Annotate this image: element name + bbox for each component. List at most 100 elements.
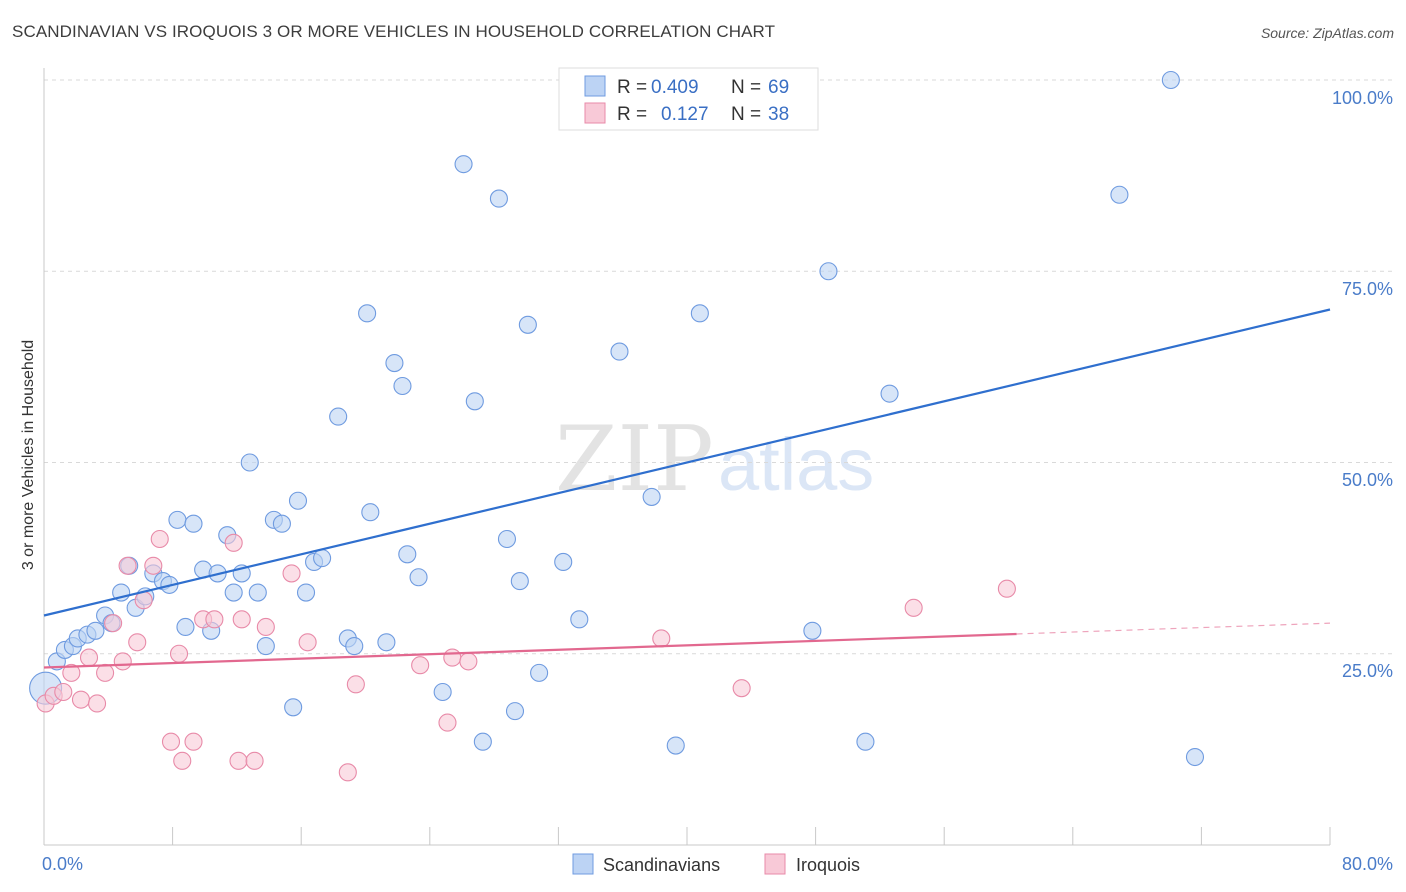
point-scandinavians xyxy=(454,155,473,174)
point-scandinavians xyxy=(465,392,484,411)
point-scandinavians xyxy=(690,304,709,323)
y-axis-title: 3 or more Vehicles in Household xyxy=(20,340,37,570)
point-iroquois xyxy=(997,579,1016,598)
y-tick-label-75: 75.0% xyxy=(1342,279,1393,299)
bottom-legend-label-scandinavians: Scandinavians xyxy=(603,855,720,875)
point-scandinavians xyxy=(856,732,875,751)
trendline-scandinavians xyxy=(43,308,1331,617)
point-iroquois xyxy=(118,556,137,575)
point-iroquois xyxy=(79,648,99,667)
point-scandinavians xyxy=(505,702,525,721)
point-scandinavians xyxy=(86,621,105,640)
point-iroquois xyxy=(443,648,462,667)
legend-n-label-1: N = xyxy=(731,77,761,98)
bottom-legend-swatch-scandinavians xyxy=(572,853,594,875)
point-scandinavians xyxy=(288,491,308,510)
legend-r-value-2: 0.127 xyxy=(661,104,709,125)
axes xyxy=(43,68,1331,846)
point-iroquois xyxy=(128,633,147,652)
point-scandinavians xyxy=(642,487,661,506)
point-iroquois xyxy=(229,751,248,770)
point-iroquois xyxy=(62,663,81,682)
point-iroquois xyxy=(71,690,91,709)
point-scandinavians xyxy=(296,583,316,602)
point-scandinavians xyxy=(329,407,348,426)
point-scandinavians xyxy=(530,663,549,682)
point-scandinavians xyxy=(518,315,537,334)
bottom-legend-swatch-iroquois xyxy=(764,853,786,875)
legend-n-value-2: 38 xyxy=(768,104,789,125)
point-scandinavians xyxy=(358,304,377,323)
point-scandinavians xyxy=(184,514,203,533)
legend-n-label-2: N = xyxy=(731,104,761,125)
point-scandinavians xyxy=(313,549,332,568)
source-label: Source: ZipAtlas.com xyxy=(1260,25,1394,41)
point-scandinavians xyxy=(398,545,417,564)
point-scandinavians xyxy=(361,503,380,522)
point-iroquois xyxy=(438,713,457,732)
point-scandinavians xyxy=(284,698,303,717)
chart-title: SCANDINAVIAN VS IROQUOIS 3 OR MORE VEHIC… xyxy=(12,22,776,41)
point-scandinavians xyxy=(224,583,243,602)
point-scandinavians xyxy=(666,736,685,755)
point-scandinavians xyxy=(256,637,275,656)
trendlines xyxy=(43,308,1331,669)
point-scandinavians xyxy=(377,633,396,652)
point-iroquois xyxy=(184,732,203,751)
legend-r-value-1: 0.409 xyxy=(651,77,699,98)
point-iroquois xyxy=(161,732,181,751)
point-scandinavians xyxy=(1161,70,1180,90)
point-scandinavians xyxy=(1110,185,1129,204)
legend-r-label-2: R = xyxy=(617,104,647,125)
point-scandinavians xyxy=(497,529,517,549)
legend-n-value-1: 69 xyxy=(768,77,789,98)
point-scandinavians xyxy=(473,732,492,751)
point-iroquois xyxy=(298,633,317,652)
point-iroquois xyxy=(346,675,365,694)
point-scandinavians xyxy=(489,189,508,208)
point-scandinavians xyxy=(176,617,195,637)
point-scandinavians xyxy=(819,262,838,281)
point-iroquois xyxy=(904,598,923,617)
point-scandinavians xyxy=(248,583,267,602)
y-tick-label-100: 100.0% xyxy=(1332,88,1393,108)
point-iroquois xyxy=(87,694,107,713)
x-tick-label-min: 0.0% xyxy=(42,854,83,874)
point-scandinavians xyxy=(570,610,589,629)
point-scandinavians xyxy=(409,568,428,587)
point-iroquois xyxy=(256,617,275,637)
point-iroquois xyxy=(245,751,264,770)
bottom-legend: Scandinavians Iroquois xyxy=(572,853,860,875)
y-tick-label-50: 50.0% xyxy=(1342,470,1393,490)
point-scandinavians xyxy=(554,552,573,572)
point-scandinavians xyxy=(880,384,899,403)
point-scandinavians xyxy=(345,637,364,656)
legend-swatch-scandinavians xyxy=(584,75,606,97)
point-iroquois xyxy=(173,751,192,770)
legend-r-label-1: R = xyxy=(617,77,647,98)
point-iroquois xyxy=(96,663,115,682)
trendline-iroquois-extension xyxy=(1016,622,1331,635)
point-scandinavians xyxy=(272,514,291,533)
point-scandinavians xyxy=(393,376,412,396)
x-tick-label-max: 80.0% xyxy=(1342,854,1393,874)
point-iroquois xyxy=(113,652,132,671)
watermark-zip: ZIP xyxy=(555,407,714,512)
trendline-iroquois xyxy=(43,632,1017,669)
legend: R = 0.409 N = 69 R = 0.127 N = 38 xyxy=(558,67,819,131)
point-iroquois xyxy=(54,682,73,702)
point-iroquois xyxy=(282,564,301,583)
point-scandinavians xyxy=(433,682,452,702)
y-tick-label-25: 25.0% xyxy=(1342,661,1393,681)
point-iroquois xyxy=(104,614,123,633)
point-iroquois xyxy=(205,610,224,629)
point-scandinavians xyxy=(803,621,822,640)
point-iroquois xyxy=(150,529,169,549)
legend-swatch-iroquois xyxy=(584,102,606,124)
point-scandinavians xyxy=(240,453,259,472)
point-iroquois xyxy=(224,533,243,552)
point-iroquois xyxy=(652,629,671,648)
point-iroquois xyxy=(411,656,430,675)
point-iroquois xyxy=(338,763,357,782)
